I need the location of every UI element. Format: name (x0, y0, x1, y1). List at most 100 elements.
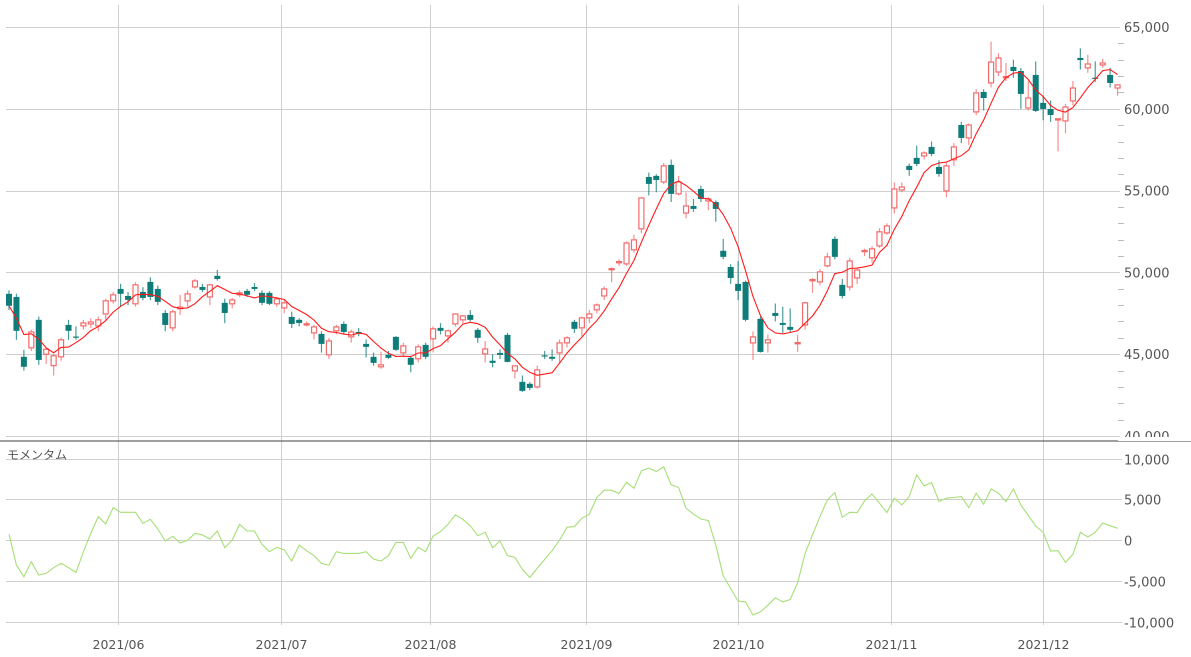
candle (846, 257, 853, 291)
price-axis-label: 50,000 (1124, 266, 1170, 281)
candle-body-down (497, 352, 504, 355)
candle-body-down (735, 283, 742, 291)
candle-body-up (638, 197, 645, 230)
candle (541, 350, 548, 360)
candle (727, 264, 734, 284)
candle-body-down (779, 322, 786, 325)
candle (184, 290, 191, 307)
candle (162, 310, 169, 332)
candle-body-down (251, 286, 258, 289)
candle (779, 306, 786, 333)
candle-body-up (1062, 106, 1069, 122)
candle (489, 354, 496, 368)
candle (563, 336, 571, 348)
candlestick-series (6, 41, 1121, 392)
candle-body-up (995, 57, 1002, 73)
candle (712, 200, 719, 222)
candle-body-up (682, 205, 690, 214)
candle-body-up (80, 322, 87, 327)
candle (593, 303, 600, 314)
candle-body-up (578, 317, 585, 329)
price-axis-label: 65,000 (1124, 21, 1170, 36)
candle (169, 310, 176, 332)
candle (1010, 59, 1017, 78)
candle (839, 278, 846, 299)
x-tick-label: 2021/10 (713, 637, 765, 652)
axis-labels: 2021/06 2021/07 2021/08 2021/09 2021/10 2021/… (93, 21, 1191, 652)
candle-body-up (333, 326, 340, 332)
candle (549, 349, 556, 361)
momentum-panel-title: モメンタム (7, 448, 67, 462)
candle-body-up (273, 298, 280, 305)
candle (608, 267, 615, 283)
candle-body-up (965, 124, 972, 139)
candle-body-down (65, 324, 72, 331)
candle (318, 331, 325, 353)
candle (1077, 48, 1084, 70)
candle-body-up (883, 225, 891, 234)
momentum-line (8, 465, 1118, 616)
candle-body-down (6, 293, 12, 306)
candle-body-up (868, 248, 876, 259)
candle-body-down (489, 360, 496, 363)
candle (824, 252, 831, 268)
candle (497, 349, 504, 360)
candle-body-down (221, 302, 228, 313)
candle-body-down (407, 357, 414, 365)
candle-body-up (615, 261, 623, 264)
momentum-axis-label: 0 (1124, 535, 1132, 550)
candle-body-down (787, 326, 794, 330)
candle-body-up (325, 340, 333, 356)
candle-body-up (95, 319, 102, 327)
candle (757, 316, 764, 353)
candle-body-down (571, 321, 578, 329)
candle-body-down (742, 281, 749, 320)
price-axis-label: 45,000 (1124, 348, 1170, 363)
candle-body-up (675, 181, 682, 195)
candle (348, 329, 355, 343)
candle-body-down (363, 343, 370, 347)
candle (229, 297, 236, 309)
candle (742, 280, 749, 322)
candle-body-up (601, 288, 608, 297)
candle-body-down (125, 295, 132, 300)
candle (638, 197, 645, 234)
candle (1084, 54, 1091, 73)
candle-body-up (452, 313, 459, 325)
candle (787, 308, 794, 333)
candle (1054, 118, 1062, 152)
candle (452, 313, 459, 327)
candle (177, 294, 184, 315)
candle (363, 339, 370, 358)
candle-body-up (102, 300, 109, 315)
candle-body-up (608, 268, 615, 271)
candle (1062, 103, 1069, 134)
candle-body-down (913, 157, 920, 164)
candle (72, 326, 79, 340)
candle (467, 310, 474, 322)
candle-body-up (921, 152, 928, 157)
x-tick-label: 2021/06 (93, 637, 145, 652)
candle-body-down (288, 316, 295, 324)
candle (630, 234, 638, 253)
candle (883, 223, 891, 235)
candle-body-down (296, 319, 303, 323)
candle (125, 292, 132, 306)
candle-body-up (57, 339, 65, 358)
candle-body-up (801, 302, 809, 326)
candle-body-up (459, 315, 466, 321)
candle (697, 185, 704, 203)
candle (921, 151, 928, 160)
candle (891, 182, 898, 214)
candle (1032, 61, 1039, 113)
candle (57, 337, 65, 361)
candle (281, 300, 288, 314)
candle (913, 145, 920, 167)
candle (65, 319, 72, 340)
candle (206, 283, 213, 306)
candle (668, 159, 675, 203)
candle (392, 336, 399, 351)
candle-body-up (511, 365, 519, 372)
candle-body-down (467, 314, 474, 320)
candle (764, 334, 771, 353)
